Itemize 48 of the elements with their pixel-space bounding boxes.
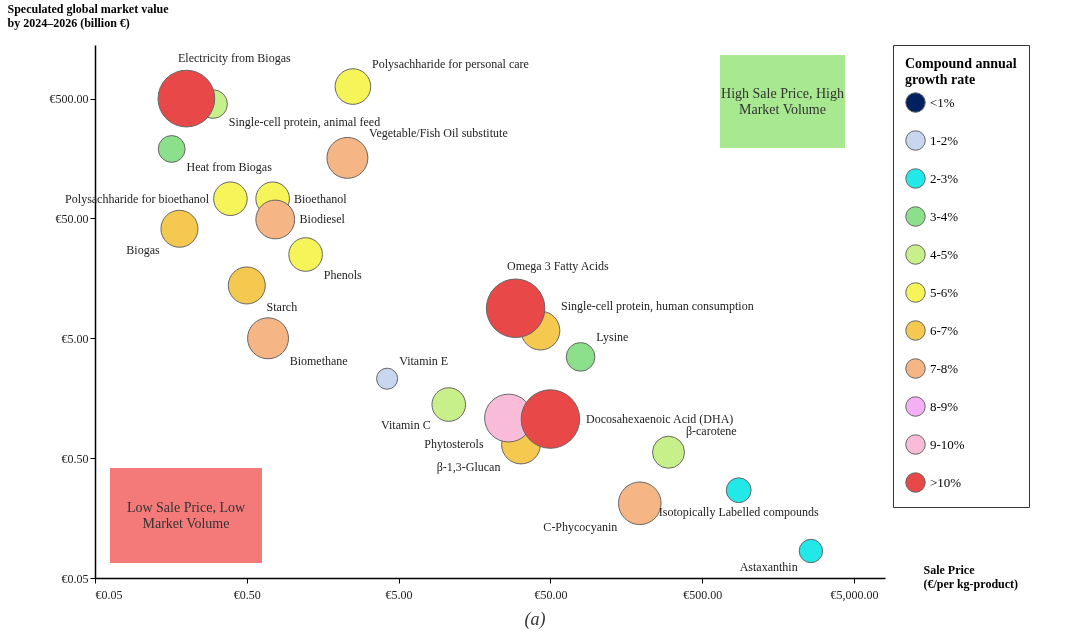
- annotation: Polysachharide for personal care: [371, 56, 529, 71]
- annotation: Lysine: [596, 329, 629, 344]
- label-box: Low Sale Price, Low Market Volume: [110, 468, 262, 563]
- text: (a): [523, 607, 547, 631]
- annotation: Heat from Biogas: [186, 159, 273, 174]
- x-tick-label: €50.00: [534, 587, 568, 602]
- annotation: Omega 3 Fatty Acids: [507, 259, 610, 274]
- y-tick-label: €0.05: [61, 571, 89, 586]
- x-tick-label: €5.00: [385, 587, 413, 602]
- y-tick-label: €500.00: [49, 92, 89, 107]
- annotation: Phenols: [323, 267, 363, 282]
- y-tick-label: €5.00: [61, 331, 89, 346]
- annotation: C-Phycocyanin: [543, 520, 618, 535]
- annotation: Biogas: [126, 243, 161, 258]
- legend-title: Compound annual growth rate: [905, 56, 1017, 87]
- annotation: Electricity from Biogas: [178, 50, 291, 65]
- label-box: High Sale Price, High Market Volume: [720, 55, 845, 148]
- annotation: Isotopically Labelled compounds: [658, 504, 820, 519]
- legend-label: 4-5%: [930, 246, 959, 262]
- legend-label: >10%: [930, 474, 962, 490]
- x-tick-label: €0.50: [233, 587, 261, 602]
- annotation: Docosahexaenoic Acid (DHA): [586, 412, 734, 427]
- annotation: β-1,3-Glucan: [436, 459, 501, 474]
- legend-label: <1%: [930, 94, 955, 110]
- legend-label: 5-6%: [930, 284, 959, 300]
- annotation: Single-cell protein, human consumption: [561, 299, 754, 314]
- legend-label: 1-2%: [930, 132, 959, 148]
- x-tick-label: €5,000.00: [830, 587, 879, 602]
- y-tick-label: €50.00: [55, 211, 89, 226]
- x-tick-label: €500.00: [683, 587, 723, 602]
- annotation: Vitamin C: [381, 417, 431, 432]
- legend-label: 6-7%: [930, 322, 959, 338]
- legend-label: 7-8%: [930, 360, 959, 376]
- legend-label: 8-9%: [930, 398, 959, 414]
- y-axis-title: Speculated global market value by 2024–2026 (billion €): [7, 1, 170, 30]
- annotation: Bioethanol: [293, 191, 348, 206]
- x-tick-label: €0.05: [95, 587, 123, 602]
- x-axis-title: Sale Price (€/per kg-product): [923, 562, 1019, 591]
- annotation: Biomethane: [289, 354, 348, 369]
- legend-label: 2-3%: [930, 170, 959, 186]
- annotation: Vitamin E: [399, 354, 449, 369]
- annotation: Biodiesel: [299, 212, 346, 227]
- legend-label: 9-10%: [930, 436, 965, 452]
- annotation: Astaxanthin: [739, 560, 798, 575]
- annotation: Phytosterols: [424, 436, 484, 451]
- y-tick-label: €0.50: [61, 451, 89, 466]
- annotation: Starch: [266, 300, 298, 315]
- legend-label: 3-4%: [930, 208, 959, 224]
